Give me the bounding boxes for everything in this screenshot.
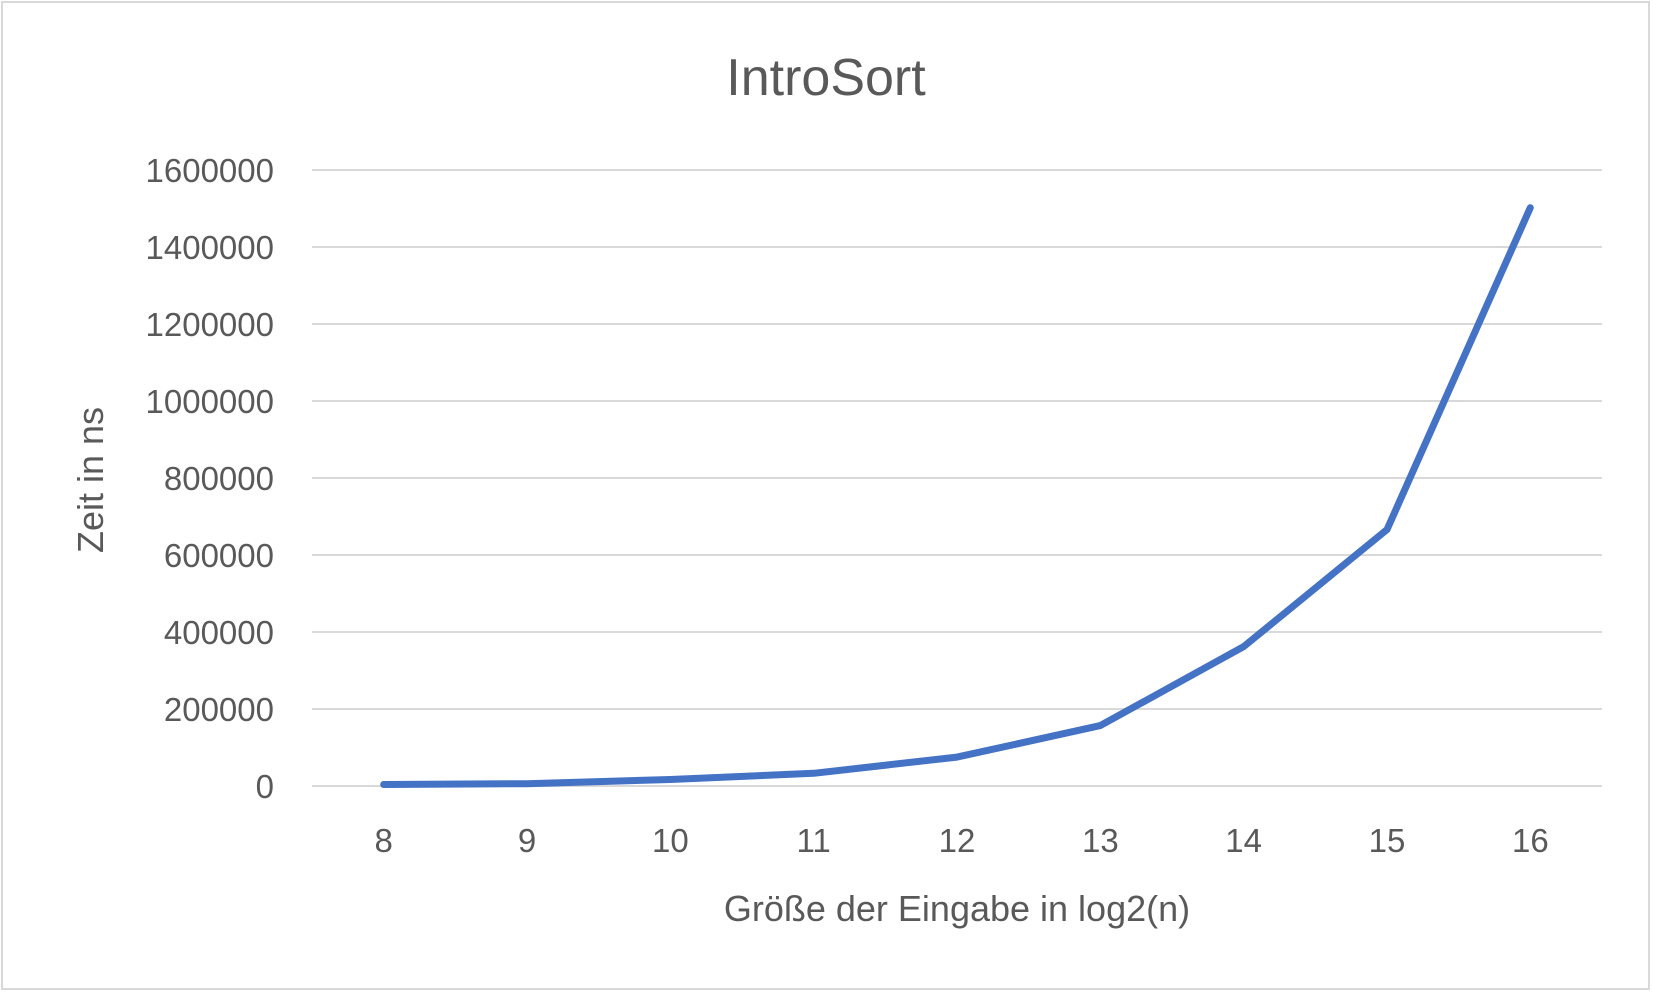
x-tick-label: 13 bbox=[1082, 822, 1119, 859]
x-tick-label: 15 bbox=[1369, 822, 1406, 859]
y-tick-label: 1600000 bbox=[146, 152, 274, 189]
x-tick-label: 8 bbox=[374, 822, 392, 859]
y-tick-label: 600000 bbox=[164, 537, 274, 574]
y-tick-label: 400000 bbox=[164, 614, 274, 651]
x-tick-label: 9 bbox=[518, 822, 536, 859]
y-tick-label: 1200000 bbox=[146, 306, 274, 343]
series-line bbox=[380, 204, 1534, 788]
x-axis-ticks: 8 9 10 11 12 13 14 15 16 bbox=[374, 822, 1548, 859]
x-tick-label: 14 bbox=[1225, 822, 1262, 859]
x-tick-label: 10 bbox=[652, 822, 689, 859]
y-tick-label: 1400000 bbox=[146, 229, 274, 266]
x-tick-label: 12 bbox=[939, 822, 976, 859]
y-axis-title: Zeit in ns bbox=[70, 407, 111, 553]
y-tick-label: 1000000 bbox=[146, 383, 274, 420]
x-axis-title: Größe der Eingabe in log2(n) bbox=[724, 888, 1190, 929]
x-tick-label: 16 bbox=[1512, 822, 1549, 859]
y-tick-label: 800000 bbox=[164, 460, 274, 497]
chart-title: IntroSort bbox=[726, 49, 926, 107]
y-tick-label: 0 bbox=[256, 768, 274, 805]
x-tick-label: 11 bbox=[797, 822, 831, 859]
y-tick-label: 200000 bbox=[164, 691, 274, 728]
y-axis-ticks: 0 200000 400000 600000 800000 1000000 1200000 1… bbox=[146, 152, 274, 805]
series-group bbox=[380, 204, 1534, 788]
